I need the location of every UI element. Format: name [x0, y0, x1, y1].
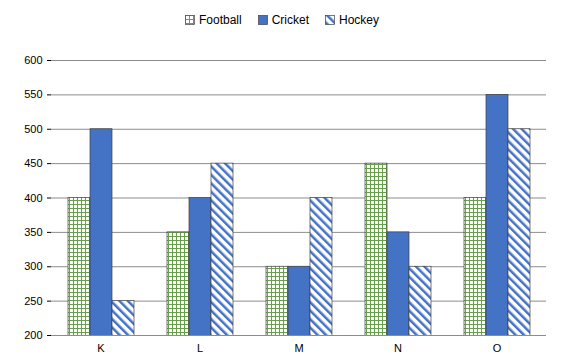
svg-text:350: 350 [24, 226, 42, 238]
svg-text:N: N [394, 342, 402, 354]
html-text:Football: Football [199, 13, 242, 27]
svg-text:M: M [294, 342, 303, 354]
svg-text:K: K [97, 342, 105, 354]
svg-text:250: 250 [24, 295, 42, 307]
svg-text:500: 500 [24, 123, 42, 135]
html-text:Cricket: Cricket [271, 13, 309, 27]
svg-text:L: L [197, 342, 203, 354]
html-text:Hockey: Hockey [339, 13, 379, 27]
svg-text:600: 600 [24, 54, 42, 66]
svg-text:550: 550 [24, 88, 42, 100]
svg-text:O: O [493, 342, 502, 354]
svg-text:450: 450 [24, 157, 42, 169]
svg-text:200: 200 [24, 329, 42, 341]
svg-text:400: 400 [24, 192, 42, 204]
svg-text:300: 300 [24, 260, 42, 272]
